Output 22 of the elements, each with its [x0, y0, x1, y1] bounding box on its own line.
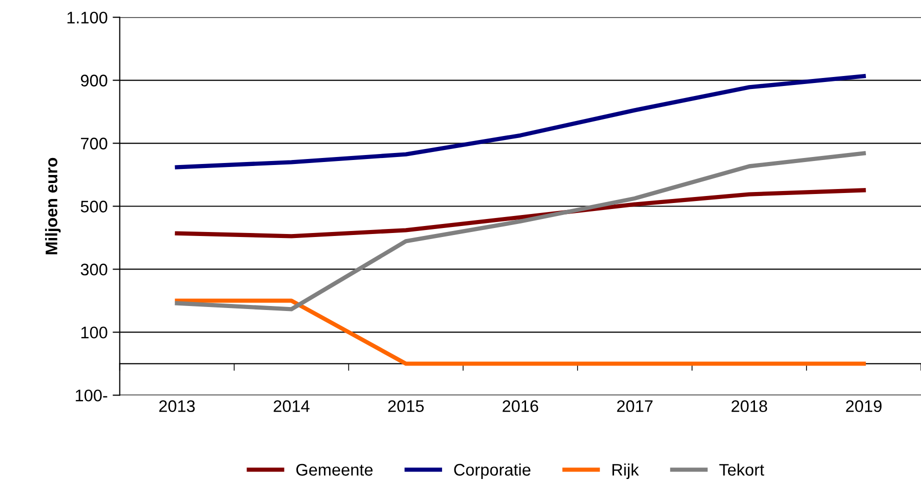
y-tick-label: 700 — [80, 138, 108, 150]
y-tick-label: 100 — [81, 326, 108, 338]
y-tick-label: 1.100 — [67, 12, 108, 24]
x-tick-label: 2014 — [274, 400, 310, 412]
line-series — [174, 188, 866, 238]
x-tick-label: 2018 — [732, 400, 768, 412]
x-tick-label: 2016 — [502, 400, 538, 412]
x-tick-label: 2017 — [617, 400, 653, 412]
y-tick-label: 500 — [80, 200, 108, 212]
y-tick-label: 100- — [76, 390, 108, 402]
line-series — [174, 151, 866, 312]
x-tick-label: 2019 — [846, 400, 882, 412]
line-series — [174, 74, 866, 170]
legend-label: Rijk — [612, 463, 639, 479]
legend-label: Tekort — [719, 463, 764, 476]
legend-label: Gemeente — [296, 464, 373, 476]
x-tick-label: 2015 — [388, 400, 424, 412]
y-axis-title: Miljoen euro — [45, 158, 61, 254]
y-tick-label: 300 — [80, 264, 108, 276]
legend-label: Corporatie — [454, 463, 530, 479]
y-tick-label: 900 — [80, 74, 108, 86]
x-tick-label: 2013 — [159, 400, 195, 412]
